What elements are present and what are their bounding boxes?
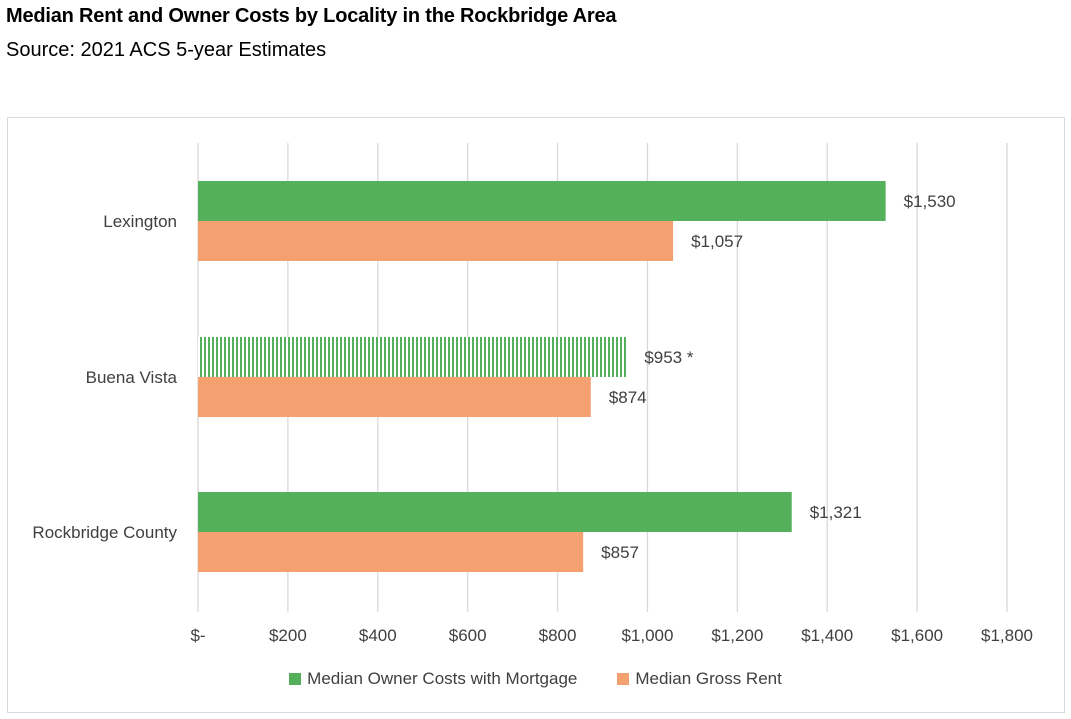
x-tick-label: $1,800 (981, 626, 1033, 645)
data-label: $857 (601, 543, 639, 562)
bar-owner-costs (198, 492, 792, 532)
category-label: Lexington (103, 212, 177, 231)
chart-title: Median Rent and Owner Costs by Locality … (6, 5, 617, 27)
x-tick-label: $- (190, 626, 205, 645)
data-label: $1,321 (810, 503, 862, 522)
legend-label-owner: Median Owner Costs with Mortgage (307, 669, 578, 688)
legend-swatch-owner (289, 673, 302, 685)
data-label: $1,530 (904, 192, 956, 211)
bar-owner-costs (198, 181, 886, 221)
legend-label-rent: Median Gross Rent (635, 669, 782, 688)
x-tick-label: $1,200 (711, 626, 763, 645)
legend-item-rent: Median Gross Rent (617, 669, 782, 689)
legend-swatch-rent (617, 673, 630, 685)
x-tick-label: $1,000 (621, 626, 673, 645)
x-tick-label: $600 (449, 626, 487, 645)
x-tick-label: $200 (269, 626, 307, 645)
data-label: $953 * (644, 348, 694, 367)
chart-frame (7, 117, 1065, 713)
data-label: $1,057 (691, 232, 743, 251)
bar-gross-rent (198, 377, 591, 417)
x-tick-label: $800 (539, 626, 577, 645)
category-label: Rockbridge County (32, 523, 177, 542)
legend: Median Owner Costs with Mortgage Median … (0, 669, 1071, 689)
category-label: Buena Vista (86, 368, 178, 387)
bar-gross-rent (198, 532, 584, 572)
bars (198, 181, 886, 572)
x-tick-label: $1,600 (891, 626, 943, 645)
chart-subtitle: Source: 2021 ACS 5-year Estimates (6, 39, 327, 61)
labels: $- $200 $400 $600 $800 $1,000 $1,200 $1,400 $1,6… (32, 192, 1033, 645)
x-tick-label: $1,400 (801, 626, 853, 645)
bar-gross-rent (198, 221, 674, 261)
bar-owner-costs (198, 337, 627, 377)
x-tick-label: $400 (359, 626, 397, 645)
data-label: $874 (609, 388, 647, 407)
legend-item-owner: Median Owner Costs with Mortgage (289, 669, 577, 689)
